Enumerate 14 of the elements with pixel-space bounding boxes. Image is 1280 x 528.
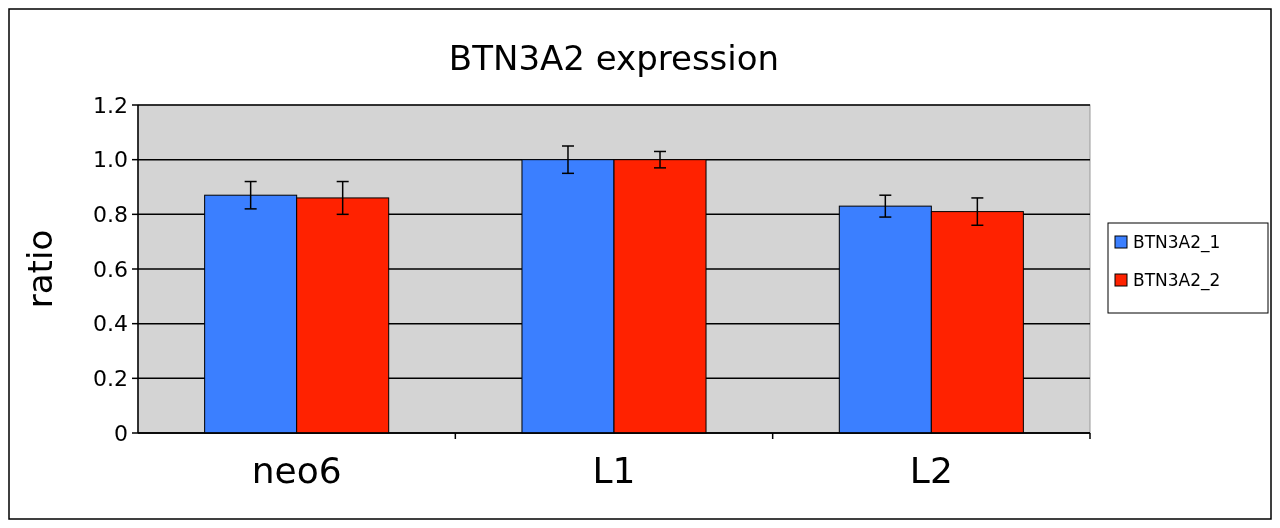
legend-label: BTN3A2_2 bbox=[1133, 269, 1221, 291]
y-tick-label: 0.2 bbox=[93, 366, 128, 392]
y-tick-label: 1.2 bbox=[93, 92, 128, 118]
legend-label: BTN3A2_1 bbox=[1133, 231, 1221, 253]
y-tick-label: 1.0 bbox=[93, 147, 128, 173]
y-tick-label: 0.4 bbox=[93, 311, 128, 337]
y-axis-title: ratio bbox=[20, 229, 60, 309]
x-tick-label: L2 bbox=[909, 450, 953, 491]
x-tick-label: L1 bbox=[592, 450, 636, 491]
chart-title: BTN3A2 expression bbox=[448, 38, 780, 78]
y-tick-label: 0 bbox=[114, 420, 128, 446]
y-tick-label: 0.8 bbox=[93, 202, 128, 228]
y-tick-label: 0.6 bbox=[93, 256, 128, 282]
x-tick-label: neo6 bbox=[251, 450, 342, 491]
